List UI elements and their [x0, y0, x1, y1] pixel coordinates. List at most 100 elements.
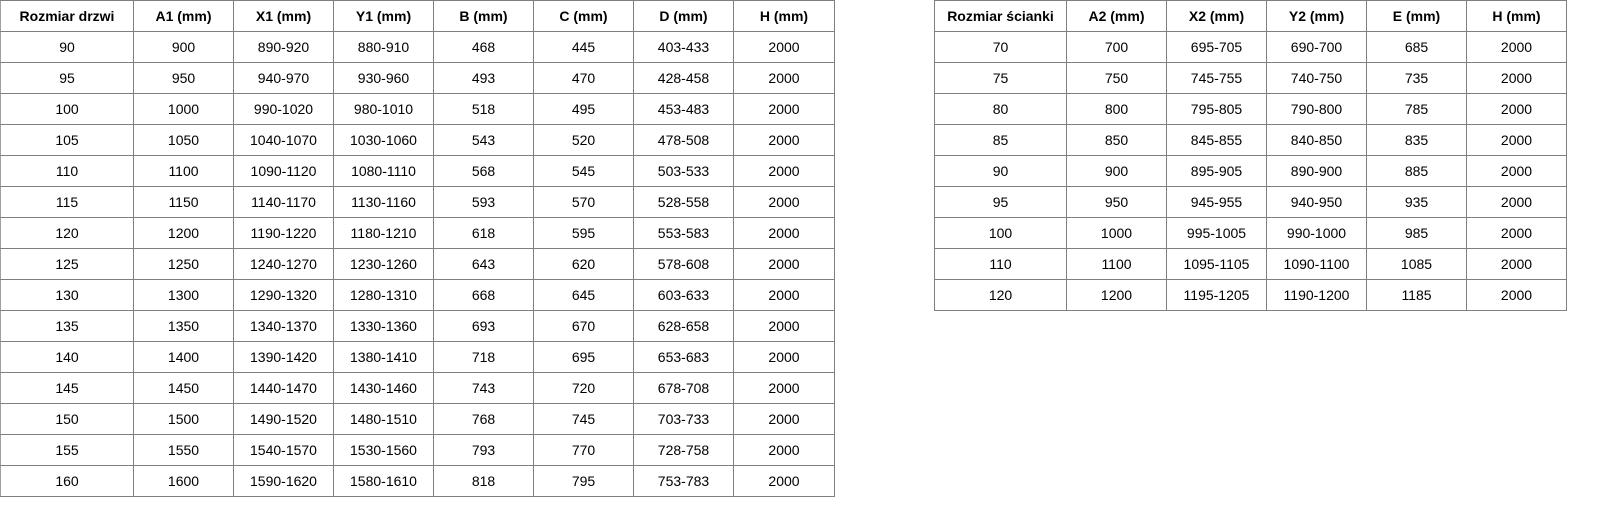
table-cell: 120 [934, 279, 1067, 311]
table-cell: 620 [533, 248, 634, 280]
table-cell: 753-783 [633, 465, 734, 497]
table-cell: 995-1005 [1166, 217, 1267, 249]
table-row: 100 1000 990-1020 980-1010 518 495 453-483 2000 [0, 93, 835, 125]
table-cell: 90 [0, 31, 134, 63]
table-cell: 2000 [733, 434, 835, 466]
table-cell: 800 [1066, 93, 1167, 125]
table-cell: 2000 [1466, 248, 1567, 280]
table-cell: 1130-1160 [333, 186, 434, 218]
column-header: C (mm) [533, 0, 634, 32]
table-cell: 603-633 [633, 279, 734, 311]
table-cell: 85 [934, 124, 1067, 156]
table-cell: 743 [433, 372, 534, 404]
column-header: B (mm) [433, 0, 534, 32]
table-cell: 115 [0, 186, 134, 218]
table-cell: 795-805 [1166, 93, 1267, 125]
table-cell: 695-705 [1166, 31, 1267, 63]
table-cell: 2000 [733, 341, 835, 373]
table-cell: 690-700 [1266, 31, 1367, 63]
table-cell: 628-658 [633, 310, 734, 342]
table-cell: 2000 [1466, 186, 1567, 218]
table-cell: 990-1000 [1266, 217, 1367, 249]
column-header: Y2 (mm) [1266, 0, 1367, 32]
table-cell: 890-920 [233, 31, 334, 63]
table-cell: 578-608 [633, 248, 734, 280]
table-cell: 1230-1260 [333, 248, 434, 280]
table-row: 95 950 940-970 930-960 493 470 428-458 2000 [0, 62, 835, 94]
table-cell: 2000 [1466, 124, 1567, 156]
table-cell: 618 [433, 217, 534, 249]
table-cell: 770 [533, 434, 634, 466]
table-cell: 2000 [733, 155, 835, 187]
column-header: A2 (mm) [1066, 0, 1167, 32]
table-row: 95 950 945-955 940-950 935 2000 [934, 186, 1567, 218]
table-row: 90 900 890-920 880-910 468 445 403-433 2000 [0, 31, 835, 63]
header-row: Rozmiar ścianki A2 (mm) X2 (mm) Y2 (mm) E (m… [934, 0, 1567, 32]
table-cell: 2000 [1466, 31, 1567, 63]
table-row: 75 750 745-755 740-750 735 2000 [934, 62, 1567, 94]
table-cell: 1195-1205 [1166, 279, 1267, 311]
table-cell: 95 [934, 186, 1067, 218]
table-cell: 100 [0, 93, 134, 125]
table-cell: 1080-1110 [333, 155, 434, 187]
table-row: 105 1050 1040-1070 1030-1060 543 520 478-508 20… [0, 124, 835, 156]
table-cell: 790-800 [1266, 93, 1367, 125]
table-cell: 735 [1366, 62, 1467, 94]
table-row: 160 1600 1590-1620 1580-1610 818 795 753-783 20… [0, 465, 835, 497]
table-cell: 593 [433, 186, 534, 218]
column-header: X1 (mm) [233, 0, 334, 32]
table-cell: 1190-1220 [233, 217, 334, 249]
table-cell: 900 [133, 31, 234, 63]
table-cell: 1000 [1066, 217, 1167, 249]
table-cell: 935 [1366, 186, 1467, 218]
table-cell: 728-758 [633, 434, 734, 466]
table-cell: 2000 [733, 372, 835, 404]
table-cell: 818 [433, 465, 534, 497]
table-cell: 1000 [133, 93, 234, 125]
table-cell: 1500 [133, 403, 234, 435]
table-cell: 468 [433, 31, 534, 63]
table-cell: 470 [533, 62, 634, 94]
table-cell: 793 [433, 434, 534, 466]
table-row: 145 1450 1440-1470 1430-1460 743 720 678-708 20… [0, 372, 835, 404]
table-row: 140 1400 1390-1420 1380-1410 718 695 653-683 20… [0, 341, 835, 373]
table-row: 135 1350 1340-1370 1330-1360 693 670 628-658 20… [0, 310, 835, 342]
table-cell: 1050 [133, 124, 234, 156]
table-cell: 1030-1060 [333, 124, 434, 156]
table-cell: 890-900 [1266, 155, 1367, 187]
table-cell: 125 [0, 248, 134, 280]
table-cell: 1540-1570 [233, 434, 334, 466]
table-row: 80 800 795-805 790-800 785 2000 [934, 93, 1567, 125]
table-cell: 768 [433, 403, 534, 435]
table-cell: 1085 [1366, 248, 1467, 280]
column-header: Y1 (mm) [333, 0, 434, 32]
table-cell: 1090-1100 [1266, 248, 1367, 280]
table-cell: 1095-1105 [1166, 248, 1267, 280]
table-cell: 1180-1210 [333, 217, 434, 249]
table-cell: 700 [1066, 31, 1167, 63]
table-cell: 1440-1470 [233, 372, 334, 404]
table-cell: 750 [1066, 62, 1167, 94]
table-cell: 403-433 [633, 31, 734, 63]
table-cell: 945-955 [1166, 186, 1267, 218]
table-cell: 695 [533, 341, 634, 373]
table-cell: 160 [0, 465, 134, 497]
table-cell: 2000 [1466, 279, 1567, 311]
table-cell: 1580-1610 [333, 465, 434, 497]
table-cell: 1240-1270 [233, 248, 334, 280]
column-header: X2 (mm) [1166, 0, 1267, 32]
column-header: A1 (mm) [133, 0, 234, 32]
table-cell: 553-583 [633, 217, 734, 249]
table-cell: 2000 [1466, 155, 1567, 187]
table-cell: 1100 [1066, 248, 1167, 280]
table-cell: 80 [934, 93, 1067, 125]
table-cell: 980-1010 [333, 93, 434, 125]
table-cell: 1340-1370 [233, 310, 334, 342]
table-cell: 453-483 [633, 93, 734, 125]
wall-dimensions-table: Rozmiar ścianki A2 (mm) X2 (mm) Y2 (mm) E (m… [934, 0, 1567, 311]
table-cell: 495 [533, 93, 634, 125]
table-cell: 1200 [1066, 279, 1167, 311]
table-cell: 570 [533, 186, 634, 218]
table-cell: 1090-1120 [233, 155, 334, 187]
table-cell: 703-733 [633, 403, 734, 435]
